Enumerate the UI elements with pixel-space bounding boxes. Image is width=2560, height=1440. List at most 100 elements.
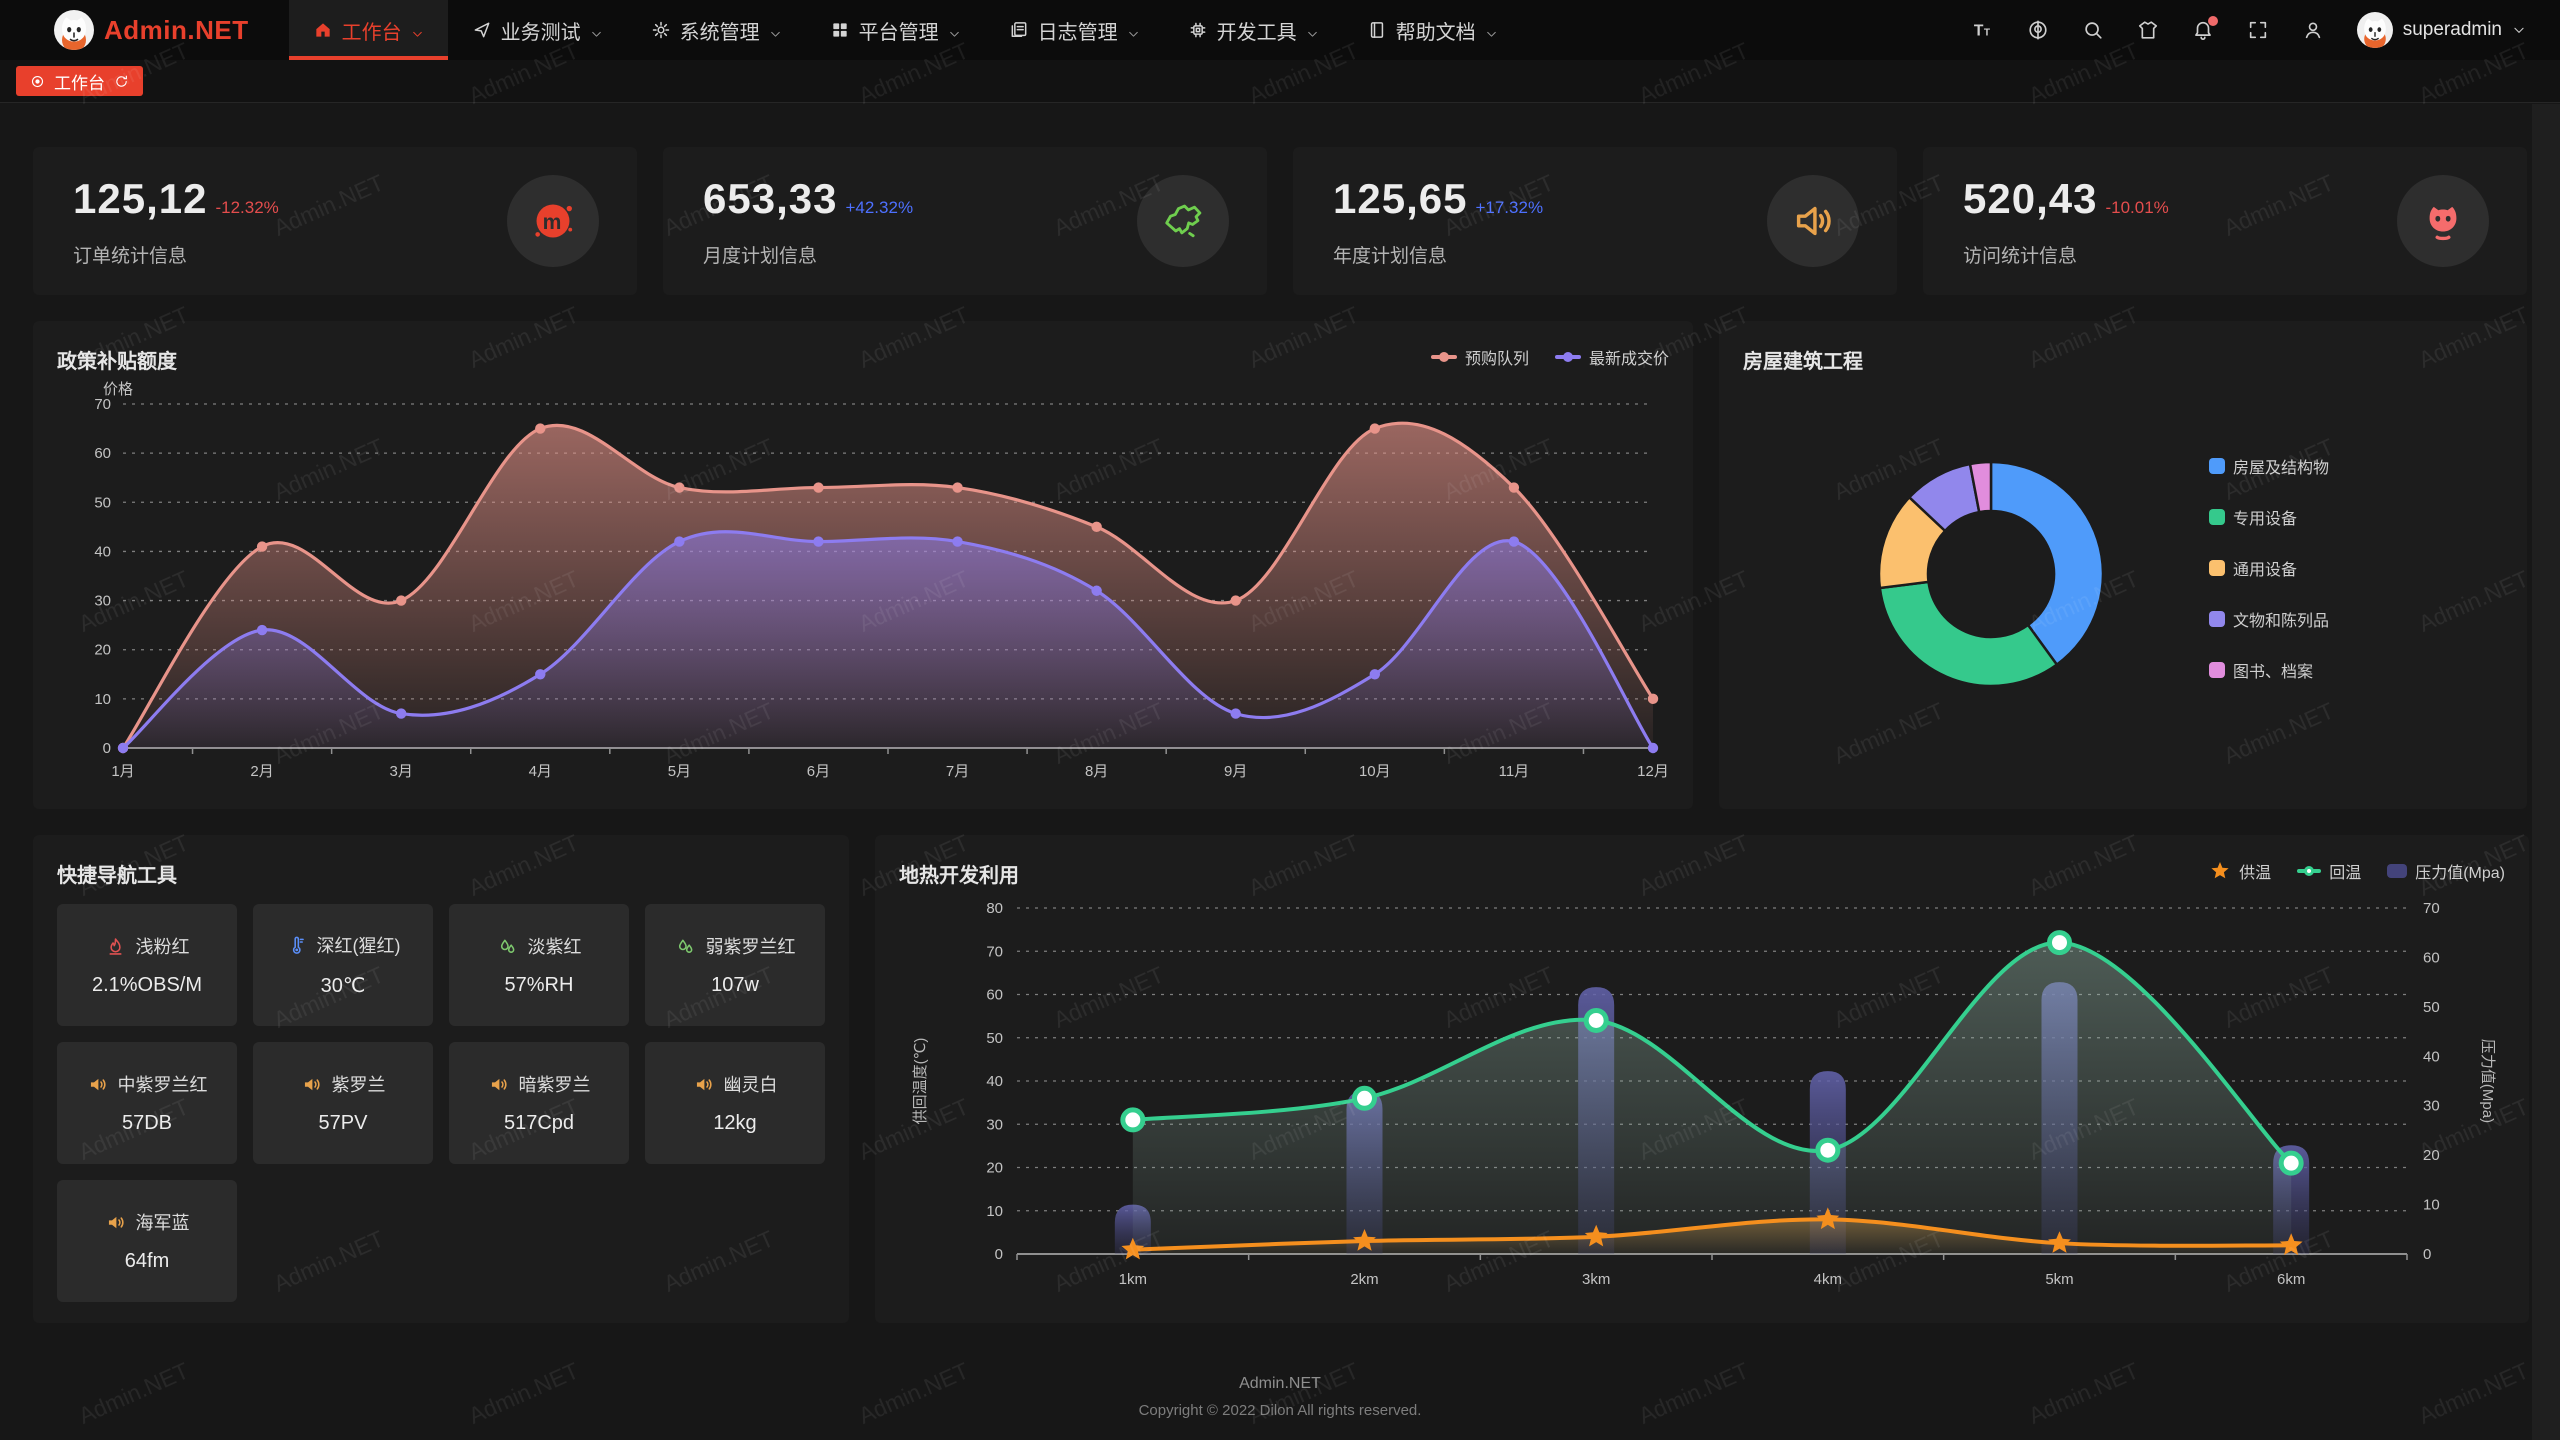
legend-item[interactable]: 通用设备 [2209, 556, 2329, 580]
stat-delta: -12.32% [215, 197, 279, 217]
search-icon[interactable] [2082, 19, 2104, 41]
quick-nav-card-5[interactable]: 紫罗兰 57PV [253, 1042, 433, 1164]
legend-item[interactable]: 预购队列 [1430, 345, 1529, 369]
legend-item[interactable]: 专用设备 [2209, 505, 2329, 529]
geothermal-legend: 供温 回温 压力值(Mpa) [2209, 859, 2505, 883]
quick-nav-card-6[interactable]: 暗紫罗兰 517Cpd [449, 1042, 629, 1164]
stat-delta: +42.32% [845, 197, 914, 217]
svg-text:T: T [1984, 28, 1991, 39]
log-icon [1009, 20, 1029, 40]
svg-text:80: 80 [986, 900, 1003, 917]
nav-item-2[interactable]: 系统管理 [627, 0, 806, 60]
legend-item[interactable]: 图书、档案 [2209, 658, 2329, 682]
svg-text:4km: 4km [1814, 1271, 1842, 1288]
svg-text:70: 70 [2423, 900, 2440, 917]
svg-text:3月: 3月 [390, 763, 413, 780]
nav-item-label: 帮助文档 [1395, 21, 1476, 44]
quick-nav-card-4[interactable]: 中紫罗兰红 57DB [57, 1042, 237, 1164]
svg-text:40: 40 [94, 543, 111, 560]
svg-text:6月: 6月 [807, 763, 830, 780]
language-icon[interactable] [2027, 19, 2049, 41]
nav-item-label: 日志管理 [1037, 21, 1118, 44]
legend-marker [2297, 866, 2322, 876]
stat-delta: -10.01% [2105, 197, 2169, 217]
meetup-icon: m [507, 175, 599, 267]
quick-nav-title: 快捷导航工具 [57, 865, 177, 887]
chevron-down-icon [769, 24, 782, 37]
legend-marker [2209, 611, 2225, 627]
dot-circle-icon [30, 74, 45, 89]
tab-bar: 工作台 [0, 60, 2560, 103]
brand-title: Admin.NET [104, 14, 249, 45]
svg-text:40: 40 [2423, 1048, 2440, 1065]
legend-label: 最新成交价 [1588, 351, 1669, 368]
nav-item-1[interactable]: 业务测试 [448, 0, 627, 60]
tab-workbench[interactable]: 工作台 [16, 66, 143, 96]
scrollbar[interactable] [2532, 104, 2560, 1440]
profile-icon[interactable] [2302, 19, 2324, 41]
legend-marker [2387, 864, 2408, 878]
quick-nav-card-7[interactable]: 幽灵白 12kg [645, 1042, 825, 1164]
tool-name: 暗紫罗兰 [518, 1075, 591, 1095]
brand[interactable]: Admin.NET [0, 0, 289, 60]
quick-nav-card-8[interactable]: 海军蓝 64fm [57, 1180, 237, 1302]
chevron-down-icon [2512, 19, 2526, 41]
avatar [2356, 12, 2393, 48]
svg-text:2km: 2km [1350, 1271, 1378, 1288]
panel-subsidy-chart: 政策补贴额度 预购队列 最新成交价 0 10 20 30 40 50 60 70 价格 1月 2月 3月… [33, 321, 1693, 809]
svg-text:70: 70 [94, 396, 111, 413]
legend-item[interactable]: 回温 [2297, 859, 2361, 883]
svg-text:60: 60 [986, 987, 1003, 1004]
legend-item[interactable]: 最新成交价 [1554, 345, 1669, 369]
tool-value: 57%RH [504, 974, 574, 996]
svg-text:20: 20 [94, 642, 111, 659]
theme-icon[interactable] [2137, 19, 2159, 41]
voice-icon [1767, 175, 1859, 267]
quick-nav-card-1[interactable]: 深红(猩红) 30℃ [253, 904, 433, 1026]
legend-label: 回温 [2329, 865, 2362, 882]
tool-value: 2.1%OBS/M [91, 974, 203, 996]
building-pie-title: 房屋建筑工程 [1743, 351, 1863, 373]
legend-item[interactable]: 供温 [2209, 859, 2271, 883]
notification-icon[interactable] [2192, 16, 2218, 41]
refresh-icon[interactable] [114, 74, 129, 89]
legend-item[interactable]: 压力值(Mpa) [2387, 859, 2505, 883]
user-menu[interactable]: superadmin [2356, 12, 2526, 48]
chevron-down-icon [1127, 24, 1140, 37]
legend-label: 文物和陈列品 [2233, 613, 2330, 630]
quick-nav-card-0[interactable]: 浅粉红 2.1%OBS/M [57, 904, 237, 1026]
fullscreen-icon[interactable] [2247, 19, 2269, 41]
quick-nav-card-3[interactable]: 弱紫罗兰红 107w [645, 904, 825, 1026]
stat-card-3: 520,43 -10.01% 访问统计信息 [1923, 147, 2527, 295]
svg-text:40: 40 [986, 1073, 1003, 1090]
chevron-down-icon [948, 24, 961, 37]
nav-item-4[interactable]: 日志管理 [985, 0, 1164, 60]
legend-item[interactable]: 文物和陈列品 [2209, 607, 2329, 631]
tool-value: 517Cpd [503, 1112, 575, 1134]
svg-text:7月: 7月 [946, 763, 969, 780]
svg-text:价格: 价格 [103, 381, 133, 398]
legend-item[interactable]: 房屋及结构物 [2209, 454, 2329, 478]
nav-item-0[interactable]: 工作台 [288, 0, 448, 60]
nav-item-label: 业务测试 [500, 21, 581, 44]
page-footer: Admin.NET Copyright © 2022 Dilon All rig… [33, 1349, 2527, 1419]
svg-text:60: 60 [2423, 949, 2440, 966]
svg-text:0: 0 [995, 1246, 1003, 1263]
tool-name: 弱紫罗兰红 [705, 937, 796, 957]
tool-name: 淡紫红 [527, 937, 582, 957]
nav-item-6[interactable]: 帮助文档 [1343, 0, 1522, 60]
legend-label: 房屋及结构物 [2233, 460, 2330, 477]
chip-icon [1188, 20, 1208, 40]
svg-text:T: T [1974, 23, 1984, 40]
svg-text:10月: 10月 [1359, 763, 1391, 780]
svg-text:11月: 11月 [1499, 763, 1530, 780]
tool-name: 深红(猩红) [316, 936, 401, 956]
nav-item-5[interactable]: 开发工具 [1164, 0, 1343, 60]
building-donut-chart [1877, 460, 2105, 688]
svg-text:1km: 1km [1119, 1271, 1147, 1288]
nav-item-3[interactable]: 平台管理 [806, 0, 985, 60]
panel-quick-nav: 快捷导航工具 浅粉红 2.1%OBS/M 深红(猩红) 30℃ 淡紫红 57%R… [33, 835, 849, 1323]
quick-nav-card-2[interactable]: 淡紫红 57%RH [449, 904, 629, 1026]
